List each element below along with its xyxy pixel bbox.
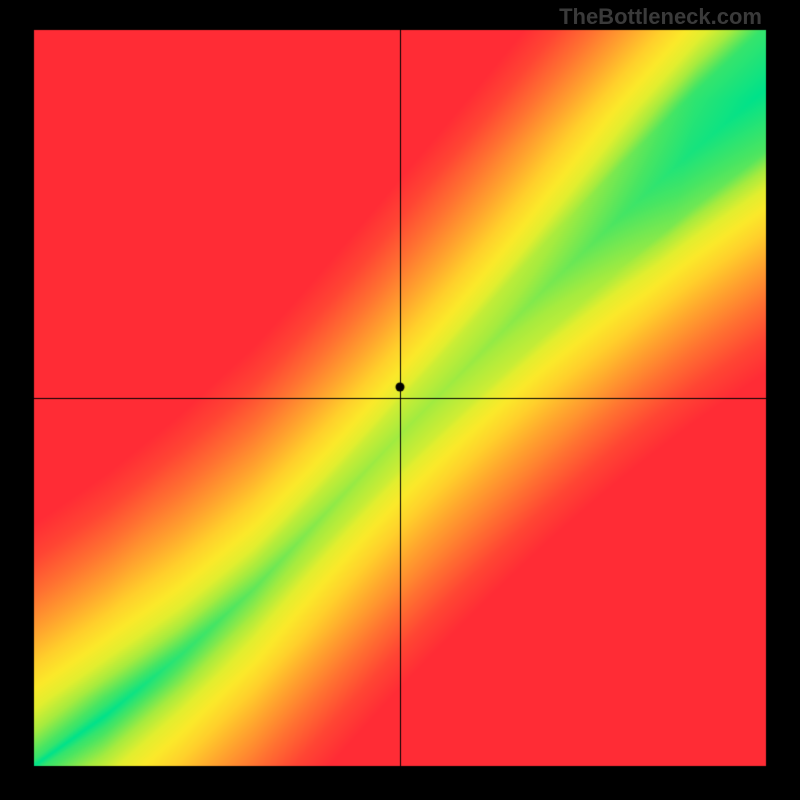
- watermark-text: TheBottleneck.com: [559, 4, 762, 30]
- chart-container: TheBottleneck.com: [0, 0, 800, 800]
- bottleneck-heatmap-canvas: [0, 0, 800, 800]
